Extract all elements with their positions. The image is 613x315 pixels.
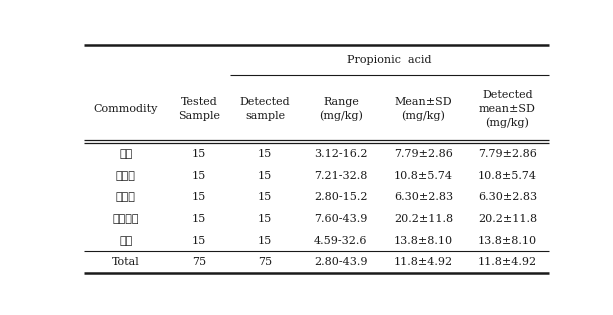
Text: 2.80-43.9: 2.80-43.9 bbox=[314, 257, 368, 267]
Text: 우롱샰: 우롱샰 bbox=[116, 192, 135, 202]
Text: 보이샰: 보이샰 bbox=[116, 171, 135, 180]
Text: 11.8±4.92: 11.8±4.92 bbox=[394, 257, 453, 267]
Text: Detected
mean±SD
(mg/kg): Detected mean±SD (mg/kg) bbox=[479, 90, 536, 128]
Text: 황샰: 황샰 bbox=[119, 236, 132, 246]
Text: 75: 75 bbox=[192, 257, 206, 267]
Text: 15: 15 bbox=[258, 192, 272, 202]
Text: 75: 75 bbox=[258, 257, 272, 267]
Text: 6.30±2.83: 6.30±2.83 bbox=[394, 192, 453, 202]
Text: 자스민샰: 자스민샰 bbox=[112, 214, 139, 224]
Text: 15: 15 bbox=[258, 236, 272, 246]
Text: Tested
Sample: Tested Sample bbox=[178, 97, 220, 121]
Text: Commodity: Commodity bbox=[94, 104, 158, 114]
Text: 2.80-15.2: 2.80-15.2 bbox=[314, 192, 368, 202]
Text: 10.8±5.74: 10.8±5.74 bbox=[478, 171, 537, 180]
Text: 20.2±11.8: 20.2±11.8 bbox=[394, 214, 453, 224]
Text: 13.8±8.10: 13.8±8.10 bbox=[478, 236, 537, 246]
Text: 15: 15 bbox=[192, 214, 206, 224]
Text: Propionic  acid: Propionic acid bbox=[348, 55, 432, 65]
Text: Range
(mg/kg): Range (mg/kg) bbox=[319, 97, 363, 121]
Text: 3.12-16.2: 3.12-16.2 bbox=[314, 149, 368, 159]
Text: 15: 15 bbox=[258, 171, 272, 180]
Text: 7.79±2.86: 7.79±2.86 bbox=[478, 149, 537, 159]
Text: 20.2±11.8: 20.2±11.8 bbox=[478, 214, 537, 224]
Text: 15: 15 bbox=[192, 192, 206, 202]
Text: 13.8±8.10: 13.8±8.10 bbox=[394, 236, 453, 246]
Text: 11.8±4.92: 11.8±4.92 bbox=[478, 257, 537, 267]
Text: 7.79±2.86: 7.79±2.86 bbox=[394, 149, 453, 159]
Text: 10.8±5.74: 10.8±5.74 bbox=[394, 171, 453, 180]
Text: 15: 15 bbox=[192, 171, 206, 180]
Text: Detected
sample: Detected sample bbox=[240, 97, 291, 121]
Text: 녹샰: 녹샰 bbox=[119, 149, 132, 159]
Text: 15: 15 bbox=[192, 236, 206, 246]
Text: 6.30±2.83: 6.30±2.83 bbox=[478, 192, 537, 202]
Text: Mean±SD
(mg/kg): Mean±SD (mg/kg) bbox=[395, 97, 452, 121]
Text: 7.21-32.8: 7.21-32.8 bbox=[314, 171, 368, 180]
Text: 15: 15 bbox=[258, 214, 272, 224]
Text: 15: 15 bbox=[192, 149, 206, 159]
Text: Total: Total bbox=[112, 257, 140, 267]
Text: 4.59-32.6: 4.59-32.6 bbox=[314, 236, 368, 246]
Text: 15: 15 bbox=[258, 149, 272, 159]
Text: 7.60-43.9: 7.60-43.9 bbox=[314, 214, 368, 224]
